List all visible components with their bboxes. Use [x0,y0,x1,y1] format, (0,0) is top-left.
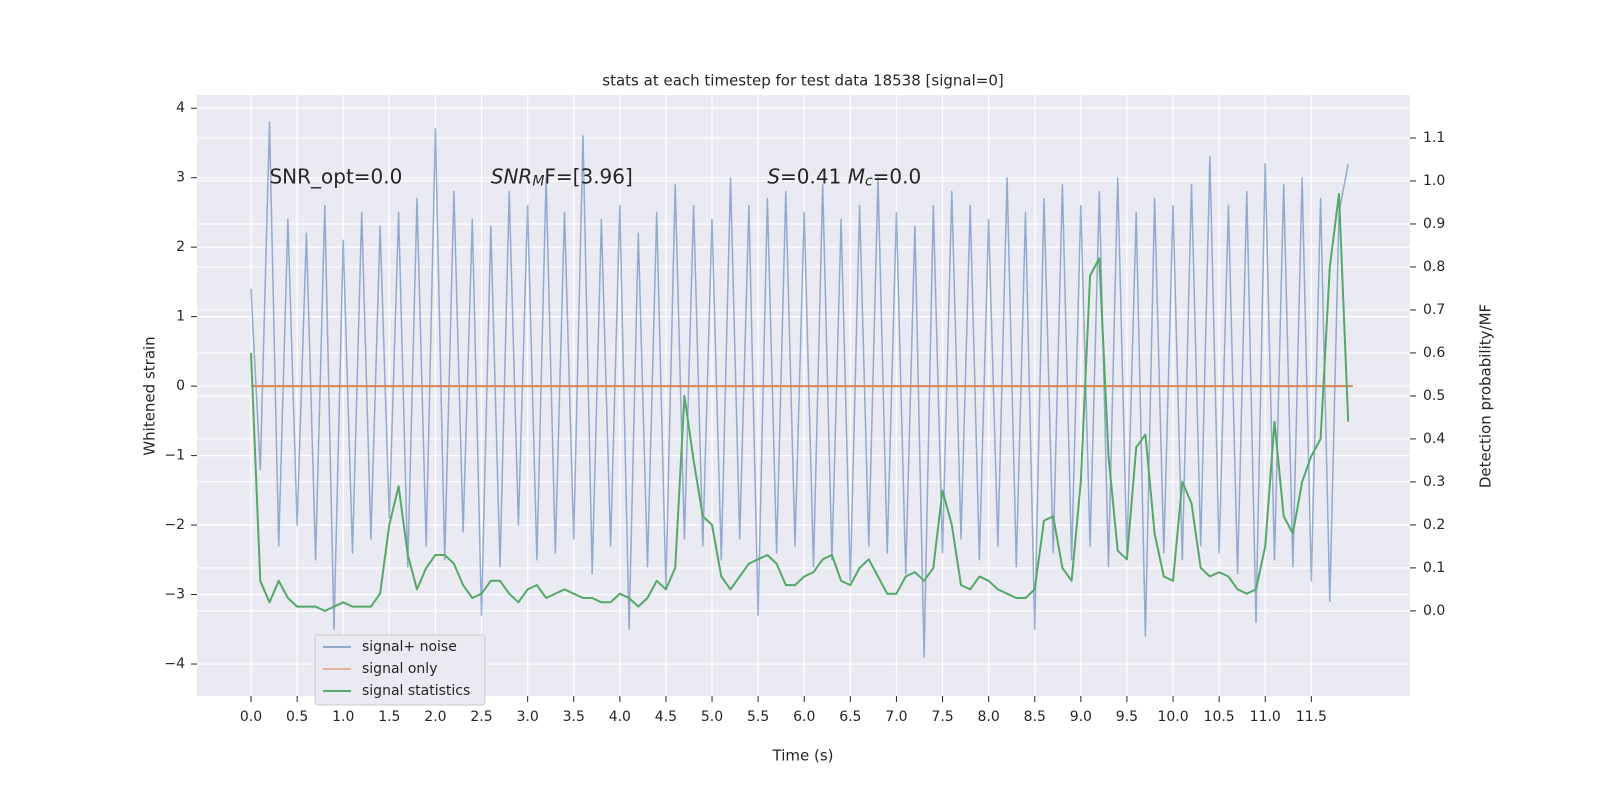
annotation: SNR_opt=0.0 [269,164,402,188]
legend-box [314,634,486,706]
y-tick-label: 1 [176,309,185,325]
y2-tick-label: 0.5 [1423,388,1445,404]
y-tick-label: 0 [176,378,185,394]
y-tick-label: −2 [164,517,185,533]
annotation-part: SNR [491,164,533,188]
annotation-part: F=[3.96] [544,164,632,188]
y2-tick-label: 1.1 [1423,130,1445,146]
annotation: SNRMF=[3.96] [491,164,633,190]
y2-tick-label: 0.3 [1423,474,1445,490]
x-tick-label: 6.0 [793,709,815,725]
x-tick-label: 6.5 [839,709,861,725]
legend-label: signal only [362,661,437,677]
annotation-part: c [865,174,873,190]
x-tick-label: 4.5 [655,709,677,725]
annotation-part: =0.0 [873,164,922,188]
chart-title: stats at each timestep for test data 185… [602,72,1003,90]
y-tick-label: 2 [176,239,185,255]
x-tick-label: 5.5 [747,709,769,725]
x-tick-label: 7.5 [931,709,953,725]
x-tick-label: 2.0 [424,709,446,725]
x-tick-label: 1.0 [332,709,354,725]
x-tick-label: 0.0 [240,709,262,725]
annotation-part: M [848,164,865,188]
x-axis-label: Time (s) [772,747,834,765]
y-tick-label: −4 [164,656,185,672]
y2-tick-label: 0.0 [1423,603,1445,619]
y-tick-label: 4 [176,100,185,116]
y-axis-label: Whitened strain [141,336,159,455]
x-tick-label: 5.0 [701,709,723,725]
y2-tick-label: 1.0 [1423,173,1445,189]
y2-tick-label: 0.6 [1423,345,1445,361]
x-tick-label: 0.5 [286,709,308,725]
annotation-part: =0.41 [780,164,848,188]
x-tick-label: 9.0 [1070,709,1092,725]
y2-tick-label: 0.8 [1423,259,1445,275]
x-tick-label: 8.5 [1024,709,1046,725]
x-tick-label: 10.0 [1157,709,1188,725]
annotation: S=0.41 Mc=0.0 [767,164,921,190]
x-tick-label: 10.5 [1204,709,1235,725]
y-tick-label: 3 [176,170,185,186]
annotation-part: S [767,164,780,188]
series-line [250,121,1349,658]
x-tick-label: 9.5 [1116,709,1138,725]
series-line [250,192,1350,612]
annotation-part: M [532,174,544,190]
x-tick-label: 4.0 [609,709,631,725]
x-tick-label: 3.0 [517,709,539,725]
y-tick-label: −3 [164,587,185,603]
y2-tick-label: 0.7 [1423,302,1445,318]
x-tick-label: 8.0 [978,709,1000,725]
legend-label: signal statistics [362,683,470,699]
y2-tick-label: 0.2 [1423,517,1445,533]
y2-tick-label: 0.4 [1423,431,1445,447]
y-tick-label: −1 [164,448,185,464]
x-tick-label: 2.5 [470,709,492,725]
x-tick-label: 11.5 [1296,709,1327,725]
y2-tick-label: 0.1 [1423,560,1445,576]
x-tick-label: 3.5 [563,709,585,725]
x-tick-label: 11.0 [1250,709,1281,725]
x-tick-label: 7.0 [885,709,907,725]
y2-tick-label: 0.9 [1423,216,1445,232]
legend-label: signal+ noise [362,639,457,655]
x-tick-label: 1.5 [378,709,400,725]
y2-axis-label: Detection probability/MF [1477,304,1495,488]
annotation-part: SNR_opt=0.0 [269,164,402,188]
